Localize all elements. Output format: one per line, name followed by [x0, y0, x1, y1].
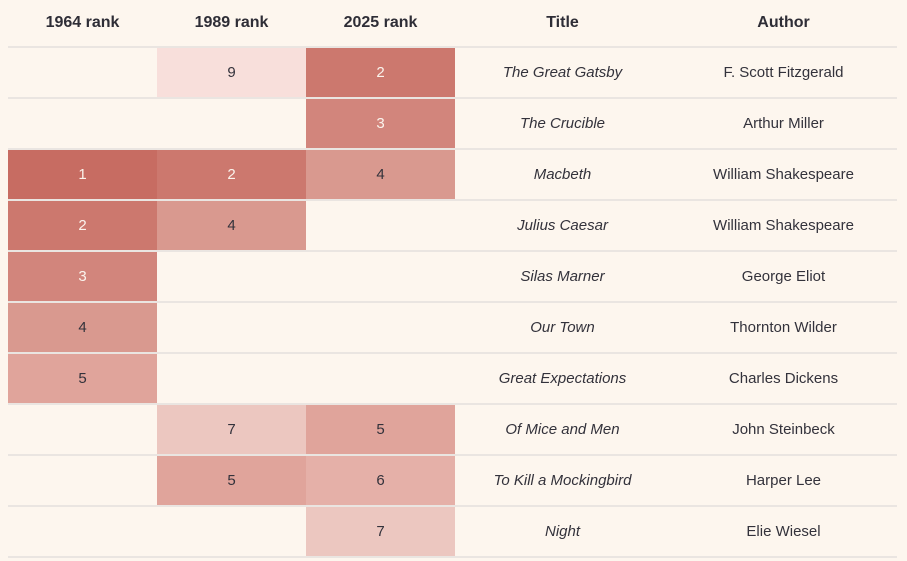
rank-cell-2025: 7	[306, 506, 455, 558]
rank-cell-1964	[8, 455, 157, 507]
column-header-2025-rank: 2025 rank	[306, 0, 455, 48]
author-cell: George Eliot	[670, 251, 897, 303]
author-cell: Arthur Miller	[670, 98, 897, 150]
author-cell: William Shakespeare	[670, 149, 897, 201]
title-cell: The Crucible	[455, 98, 670, 150]
table-header: 1964 rank 1989 rank 2025 rank Title Auth…	[8, 0, 897, 48]
table-row: 7 5 Of Mice and Men John Steinbeck	[8, 404, 897, 456]
title-cell: Macbeth	[455, 149, 670, 201]
author-cell: Harper Lee	[670, 455, 897, 507]
rank-cell-1989	[157, 302, 306, 354]
rank-cell-1989: 4	[157, 200, 306, 252]
author-cell: Elie Wiesel	[670, 506, 897, 558]
title-cell: Night	[455, 506, 670, 558]
table-row: 4 Our Town Thornton Wilder	[8, 302, 897, 354]
table-row: 7 Night Elie Wiesel	[8, 506, 897, 558]
author-cell: Thornton Wilder	[670, 302, 897, 354]
rank-cell-2025	[306, 302, 455, 354]
rank-cell-2025	[306, 353, 455, 405]
table-body: 9 2 The Great Gatsby F. Scott Fitzgerald 3 Th…	[8, 47, 897, 558]
table-row: 5 Great Expectations Charles Dickens	[8, 353, 897, 405]
rank-cell-2025	[306, 200, 455, 252]
rank-cell-1989	[157, 506, 306, 558]
column-header-title: Title	[455, 0, 670, 48]
rank-cell-1989	[157, 251, 306, 303]
rank-cell-1964: 4	[8, 302, 157, 354]
rank-cell-1964: 3	[8, 251, 157, 303]
rank-cell-1964	[8, 506, 157, 558]
author-cell: Charles Dickens	[670, 353, 897, 405]
table-row: 1 2 4 Macbeth William Shakespeare	[8, 149, 897, 201]
column-header-author: Author	[670, 0, 897, 48]
title-cell: The Great Gatsby	[455, 47, 670, 99]
rank-cell-2025: 3	[306, 98, 455, 150]
rank-cell-1989	[157, 353, 306, 405]
title-cell: To Kill a Mockingbird	[455, 455, 670, 507]
table-row: 3 Silas Marner George Eliot	[8, 251, 897, 303]
table-row: 9 2 The Great Gatsby F. Scott Fitzgerald	[8, 47, 897, 99]
table-row: 2 4 Julius Caesar William Shakespeare	[8, 200, 897, 252]
rank-cell-2025	[306, 251, 455, 303]
rank-cell-2025: 5	[306, 404, 455, 456]
title-cell: Silas Marner	[455, 251, 670, 303]
author-cell: John Steinbeck	[670, 404, 897, 456]
table-row: 3 The Crucible Arthur Miller	[8, 98, 897, 150]
title-cell: Julius Caesar	[455, 200, 670, 252]
table-row: 5 6 To Kill a Mockingbird Harper Lee	[8, 455, 897, 507]
rank-cell-1964: 5	[8, 353, 157, 405]
rank-cell-1989	[157, 98, 306, 150]
rank-table: 1964 rank 1989 rank 2025 rank Title Auth…	[8, 0, 897, 558]
rank-cell-1989: 9	[157, 47, 306, 99]
rank-cell-2025: 4	[306, 149, 455, 201]
rank-cell-2025: 2	[306, 47, 455, 99]
title-cell: Of Mice and Men	[455, 404, 670, 456]
rank-cell-2025: 6	[306, 455, 455, 507]
author-cell: William Shakespeare	[670, 200, 897, 252]
title-cell: Great Expectations	[455, 353, 670, 405]
rank-cell-1964	[8, 404, 157, 456]
rank-cell-1964	[8, 47, 157, 99]
author-cell: F. Scott Fitzgerald	[670, 47, 897, 99]
title-cell: Our Town	[455, 302, 670, 354]
rank-cell-1989: 7	[157, 404, 306, 456]
rank-cell-1989: 2	[157, 149, 306, 201]
rank-cell-1964: 1	[8, 149, 157, 201]
rank-cell-1964: 2	[8, 200, 157, 252]
header-row: 1964 rank 1989 rank 2025 rank Title Auth…	[8, 0, 897, 48]
column-header-1989-rank: 1989 rank	[157, 0, 306, 48]
rank-cell-1964	[8, 98, 157, 150]
rank-cell-1989: 5	[157, 455, 306, 507]
column-header-1964-rank: 1964 rank	[8, 0, 157, 48]
